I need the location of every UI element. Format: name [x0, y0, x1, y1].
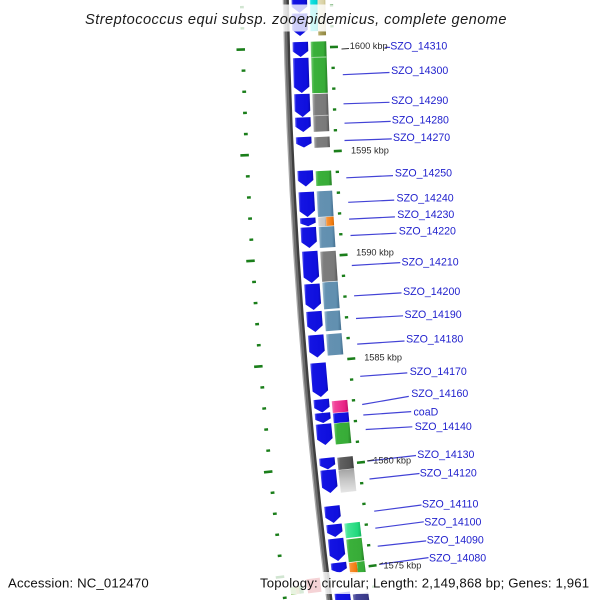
svg-text:SZO_14080: SZO_14080 — [429, 553, 486, 565]
svg-text:Streptococcus equi subsp. zooe: Streptococcus equi subsp. zooepidemicus,… — [85, 12, 507, 28]
svg-text:SZO_14290: SZO_14290 — [391, 95, 448, 107]
svg-text:SZO_14090: SZO_14090 — [427, 535, 484, 547]
svg-text:SZO_14230: SZO_14230 — [397, 209, 454, 221]
svg-text:SZO_14250: SZO_14250 — [395, 168, 452, 180]
svg-text:1590 kbp: 1590 kbp — [356, 247, 394, 257]
svg-text:Topology: circular; Length: 2,: Topology: circular; Length: 2,149,868 bp… — [260, 576, 589, 591]
svg-text:SZO_14220: SZO_14220 — [399, 225, 456, 237]
svg-text:1585 kbp: 1585 kbp — [364, 352, 402, 362]
svg-text:SZO_14120: SZO_14120 — [420, 468, 477, 480]
svg-text:SZO_14200: SZO_14200 — [403, 286, 460, 298]
svg-text:SZO_14280: SZO_14280 — [392, 114, 449, 126]
svg-text:1575 kbp: 1575 kbp — [384, 560, 422, 570]
svg-text:SZO_14160: SZO_14160 — [411, 388, 468, 400]
svg-text:1580 kbp: 1580 kbp — [373, 455, 411, 465]
svg-text:SZO_14140: SZO_14140 — [415, 421, 472, 433]
svg-text:SZO_14240: SZO_14240 — [397, 193, 454, 205]
svg-text:Accession: NC_012470: Accession: NC_012470 — [8, 576, 149, 591]
svg-text:coaD: coaD — [414, 406, 439, 418]
svg-text:SZO_14180: SZO_14180 — [406, 334, 463, 346]
svg-text:SZO_14300: SZO_14300 — [391, 65, 448, 77]
svg-text:SZO_14100: SZO_14100 — [424, 517, 481, 529]
svg-text:SZO_14270: SZO_14270 — [393, 132, 450, 144]
svg-text:SZO_14170: SZO_14170 — [410, 366, 467, 378]
svg-text:SZO_14190: SZO_14190 — [405, 309, 462, 321]
svg-text:SZO_14130: SZO_14130 — [417, 449, 474, 461]
svg-text:SZO_14310: SZO_14310 — [390, 41, 447, 53]
svg-text:1600 kbp: 1600 kbp — [350, 41, 388, 51]
svg-text:1595 kbp: 1595 kbp — [351, 145, 389, 155]
svg-text:SZO_14110: SZO_14110 — [422, 499, 478, 511]
svg-text:SZO_14210: SZO_14210 — [402, 256, 459, 268]
